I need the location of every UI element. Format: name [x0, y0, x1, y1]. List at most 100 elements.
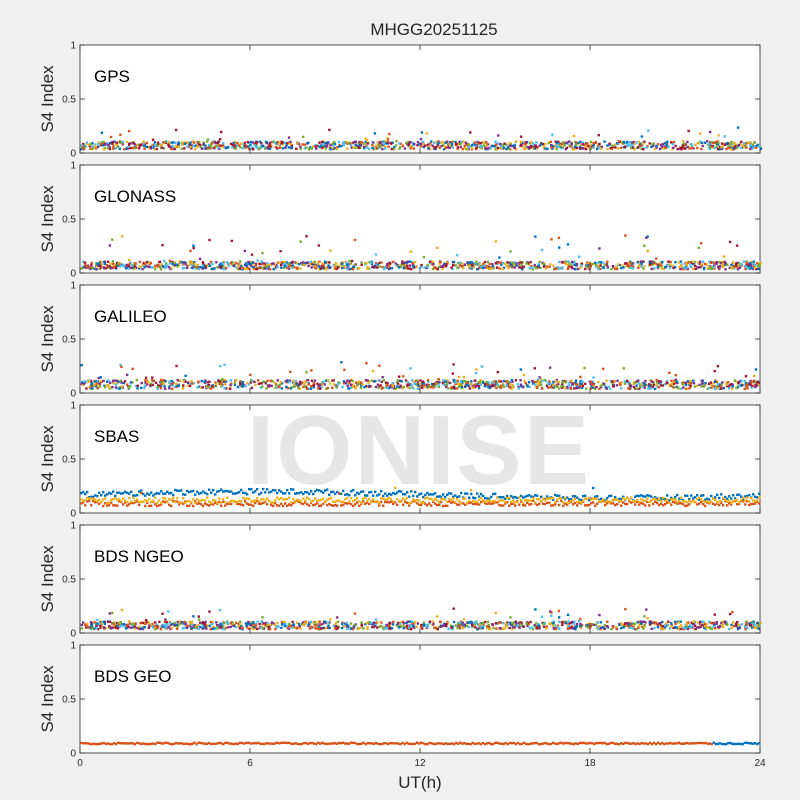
data-point — [398, 379, 402, 382]
data-point — [435, 380, 439, 384]
data-point — [226, 496, 229, 499]
data-point — [368, 622, 371, 625]
data-point — [132, 146, 136, 150]
data-point — [752, 260, 755, 263]
data-point — [313, 623, 316, 627]
data-point — [374, 490, 377, 494]
data-point — [285, 264, 288, 267]
data-point — [365, 139, 369, 142]
data-point — [476, 142, 480, 146]
data-point — [335, 627, 338, 631]
data-point — [288, 379, 292, 382]
data-point — [609, 380, 612, 383]
data-point — [709, 141, 712, 144]
data-point — [192, 265, 195, 268]
data-point — [214, 501, 217, 504]
data-point — [101, 620, 104, 624]
data-point — [288, 503, 291, 506]
data-point — [254, 626, 257, 629]
data-point — [391, 141, 394, 144]
data-point — [733, 142, 737, 146]
data-point — [687, 129, 690, 133]
data-point — [733, 379, 737, 382]
data-point — [640, 620, 643, 623]
data-point — [182, 384, 185, 387]
data-point — [370, 490, 373, 494]
data-point — [736, 267, 740, 271]
data-point — [721, 265, 725, 269]
data-point — [115, 264, 119, 268]
data-point — [121, 142, 124, 145]
data-point — [642, 499, 645, 502]
data-point — [572, 134, 576, 138]
data-point — [346, 502, 349, 505]
data-point — [588, 266, 592, 269]
data-point — [611, 264, 615, 268]
data-point — [690, 144, 694, 148]
data-point — [732, 494, 735, 497]
data-point — [336, 490, 339, 494]
data-point — [169, 382, 173, 386]
data-point — [661, 260, 664, 264]
data-point — [158, 492, 161, 495]
data-point — [749, 141, 752, 144]
data-point — [318, 489, 321, 492]
data-point — [676, 493, 679, 497]
data-point — [485, 144, 488, 148]
data-point — [276, 261, 279, 265]
data-point — [609, 387, 612, 390]
data-point — [268, 491, 271, 494]
data-point — [578, 501, 581, 504]
data-point — [170, 387, 174, 391]
data-point — [186, 489, 189, 493]
data-point — [577, 141, 580, 145]
data-point — [437, 625, 441, 629]
data-point — [412, 387, 415, 390]
data-point — [238, 144, 241, 147]
data-point — [728, 499, 731, 502]
data-point — [550, 611, 553, 614]
data-point — [360, 263, 363, 266]
data-point — [712, 502, 715, 505]
data-point — [444, 504, 447, 508]
data-point — [209, 260, 213, 264]
data-point — [255, 145, 258, 149]
data-point — [332, 383, 336, 386]
data-point — [510, 266, 514, 269]
data-point — [221, 262, 224, 265]
data-point — [424, 497, 427, 500]
data-point — [499, 142, 502, 146]
data-point — [689, 379, 692, 383]
data-point — [696, 621, 700, 624]
data-point — [262, 380, 265, 384]
data-point — [336, 504, 339, 507]
data-point — [676, 147, 679, 151]
data-point — [643, 244, 646, 247]
y-tick-label: 0 — [70, 269, 76, 280]
data-point — [268, 141, 272, 144]
data-point — [164, 380, 167, 383]
data-point — [198, 143, 202, 147]
data-points — [80, 234, 762, 271]
data-point — [423, 144, 427, 147]
data-point — [258, 502, 261, 505]
data-point — [478, 495, 481, 498]
data-point — [460, 265, 464, 268]
data-point — [410, 627, 413, 631]
data-point — [236, 385, 240, 389]
data-point — [567, 260, 571, 263]
data-point — [378, 144, 382, 147]
data-point — [499, 261, 503, 264]
data-point — [522, 501, 525, 504]
data-point — [670, 379, 673, 382]
data-point — [614, 498, 617, 502]
data-point — [172, 499, 175, 503]
data-point — [322, 491, 325, 494]
data-point — [508, 383, 512, 386]
data-point — [238, 627, 242, 630]
data-point — [720, 501, 723, 505]
data-point — [575, 386, 579, 390]
data-point — [350, 503, 353, 506]
data-point — [448, 492, 451, 495]
data-point — [173, 264, 177, 267]
